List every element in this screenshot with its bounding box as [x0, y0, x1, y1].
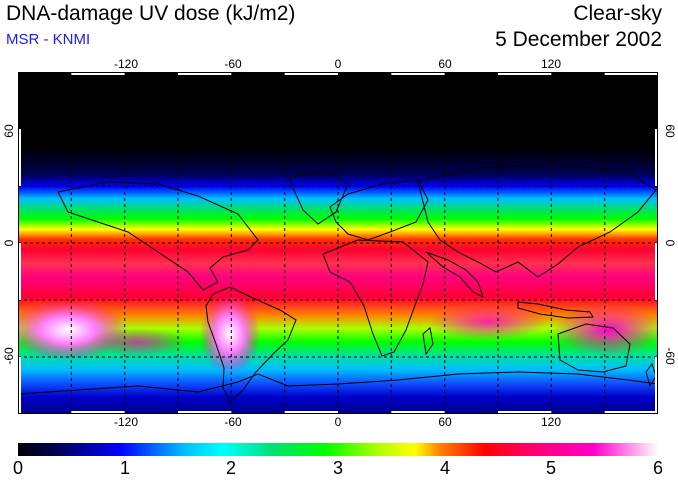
map-border [18, 72, 658, 414]
coastline-africa [322, 239, 429, 357]
coastline-north-america [57, 181, 259, 291]
coastline-arabia-india [425, 251, 484, 298]
lon-top-label-3: 0 [334, 57, 342, 71]
graticule [18, 72, 658, 414]
lat-left-label-2: 0 [2, 239, 16, 247]
frame-border-ticks [18, 72, 658, 414]
lon-bottom-label-4: 60 [438, 415, 452, 429]
uv-dose-map [18, 72, 658, 414]
lon-top-label-2: -60 [224, 57, 242, 71]
lon-bottom-label-2: -60 [224, 415, 242, 429]
colorbar-tick-6: 6 [652, 458, 663, 478]
colorbar-tick-0: 0 [12, 458, 23, 478]
lon-bottom-label-1: -120 [113, 415, 139, 429]
lat-right-label-3: -60 [663, 347, 677, 365]
lat-left-label-1: 60 [2, 124, 16, 138]
lon-top-label-4: 60 [438, 57, 452, 71]
colorbar-tick-3: 3 [332, 458, 343, 478]
colorbar-tick-4: 4 [439, 458, 450, 478]
lon-top-label-1: -120 [113, 57, 139, 71]
sky-condition: Clear-sky [573, 2, 662, 25]
coastline-greenland [287, 171, 349, 225]
coastline-south-america [205, 286, 297, 403]
map-title: DNA-damage UV dose (kJ/m2) [6, 2, 296, 25]
coastline-madagascar [422, 327, 434, 356]
lon-bottom-label-5: 120 [540, 415, 562, 429]
lat-right-label-1: 60 [663, 124, 677, 138]
map-date: 5 December 2002 [495, 28, 662, 51]
lat-right-label-2: 0 [663, 239, 677, 247]
lon-bottom-label-3: 0 [334, 415, 342, 429]
colorbar-tick-2: 2 [225, 458, 236, 478]
uv-hotspot-south-america [200, 294, 260, 374]
coastline-indonesia [517, 301, 594, 319]
uv-hotspot-australia [553, 304, 658, 356]
colorbar [18, 443, 658, 456]
coastline-antarctica [18, 371, 658, 395]
lat-left-label-3: -60 [2, 347, 16, 365]
colorbar-tick-1: 1 [119, 458, 130, 478]
colorbar-tick-5: 5 [545, 458, 556, 478]
uv-hotspot-indian-ocean [428, 304, 548, 340]
data-source: MSR - KNMI [6, 31, 91, 48]
uv-hotspot-east-pacific [88, 328, 188, 356]
coastline-europe [329, 179, 429, 241]
coastline-australia [557, 323, 631, 373]
lon-top-label-5: 120 [540, 57, 562, 71]
